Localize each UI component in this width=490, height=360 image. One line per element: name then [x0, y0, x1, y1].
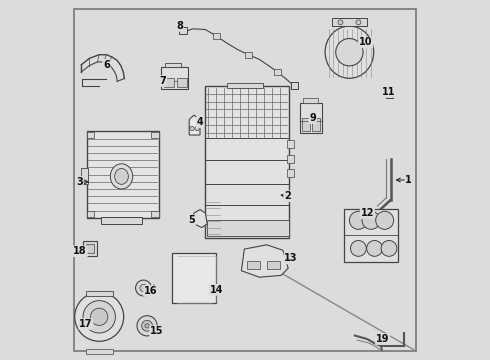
Bar — [300, 103, 322, 133]
Bar — [87, 132, 94, 138]
Bar — [101, 217, 143, 224]
Bar — [176, 78, 187, 87]
Text: 1: 1 — [405, 175, 412, 185]
Text: 17: 17 — [79, 319, 93, 329]
Bar — [83, 241, 97, 256]
Polygon shape — [189, 115, 200, 135]
Text: 14: 14 — [209, 285, 223, 295]
Bar — [288, 169, 294, 177]
Text: 4: 4 — [196, 117, 203, 127]
Text: 15: 15 — [150, 326, 164, 336]
Circle shape — [91, 308, 108, 325]
Bar — [87, 131, 159, 218]
Text: 13: 13 — [284, 253, 298, 264]
Text: 8: 8 — [176, 21, 183, 31]
Circle shape — [142, 320, 152, 331]
Bar — [87, 211, 94, 217]
Bar — [151, 211, 159, 217]
Bar — [344, 209, 398, 262]
Text: 6: 6 — [103, 60, 110, 70]
Bar — [227, 83, 263, 88]
Text: 11: 11 — [382, 87, 395, 97]
Bar — [205, 86, 289, 238]
Circle shape — [145, 324, 149, 328]
Circle shape — [376, 211, 393, 229]
Circle shape — [74, 292, 123, 341]
Polygon shape — [194, 210, 207, 228]
Circle shape — [367, 240, 383, 256]
Bar — [207, 220, 289, 236]
Bar — [288, 140, 294, 148]
Bar — [164, 78, 174, 87]
Circle shape — [190, 126, 194, 131]
Circle shape — [356, 20, 361, 25]
Bar — [81, 168, 88, 184]
Circle shape — [140, 284, 147, 292]
Text: 12: 12 — [361, 208, 374, 218]
Bar — [386, 94, 392, 98]
Circle shape — [136, 280, 151, 296]
Circle shape — [137, 316, 157, 336]
Text: 5: 5 — [188, 215, 195, 225]
Bar — [247, 261, 261, 269]
Circle shape — [336, 39, 363, 66]
Text: 19: 19 — [376, 334, 389, 344]
Bar — [267, 261, 280, 269]
Bar — [288, 155, 294, 163]
Polygon shape — [242, 245, 288, 277]
Bar — [165, 63, 181, 67]
Bar — [332, 18, 367, 26]
Ellipse shape — [110, 164, 133, 189]
Text: 3: 3 — [76, 177, 83, 187]
Bar — [245, 52, 252, 58]
Text: 7: 7 — [160, 76, 166, 86]
Bar — [303, 98, 318, 103]
Bar — [151, 132, 159, 138]
Text: 16: 16 — [144, 286, 157, 296]
Text: 18: 18 — [74, 246, 87, 256]
Ellipse shape — [325, 26, 374, 78]
Text: 9: 9 — [309, 113, 316, 123]
Ellipse shape — [115, 168, 128, 184]
Circle shape — [195, 126, 199, 131]
Bar — [162, 67, 189, 89]
Text: 10: 10 — [359, 37, 372, 48]
Bar — [86, 244, 94, 253]
Text: 2: 2 — [284, 191, 291, 201]
Circle shape — [349, 211, 368, 229]
Circle shape — [83, 301, 116, 333]
Bar — [86, 291, 113, 296]
Bar — [302, 118, 310, 131]
Bar — [274, 69, 281, 75]
Bar — [86, 349, 113, 354]
Bar — [179, 27, 187, 34]
Bar — [312, 118, 319, 131]
Bar — [291, 82, 298, 89]
Bar — [213, 33, 220, 39]
Circle shape — [350, 240, 367, 256]
Circle shape — [381, 240, 397, 256]
Bar — [172, 253, 216, 303]
Circle shape — [338, 20, 343, 25]
Circle shape — [362, 211, 380, 229]
